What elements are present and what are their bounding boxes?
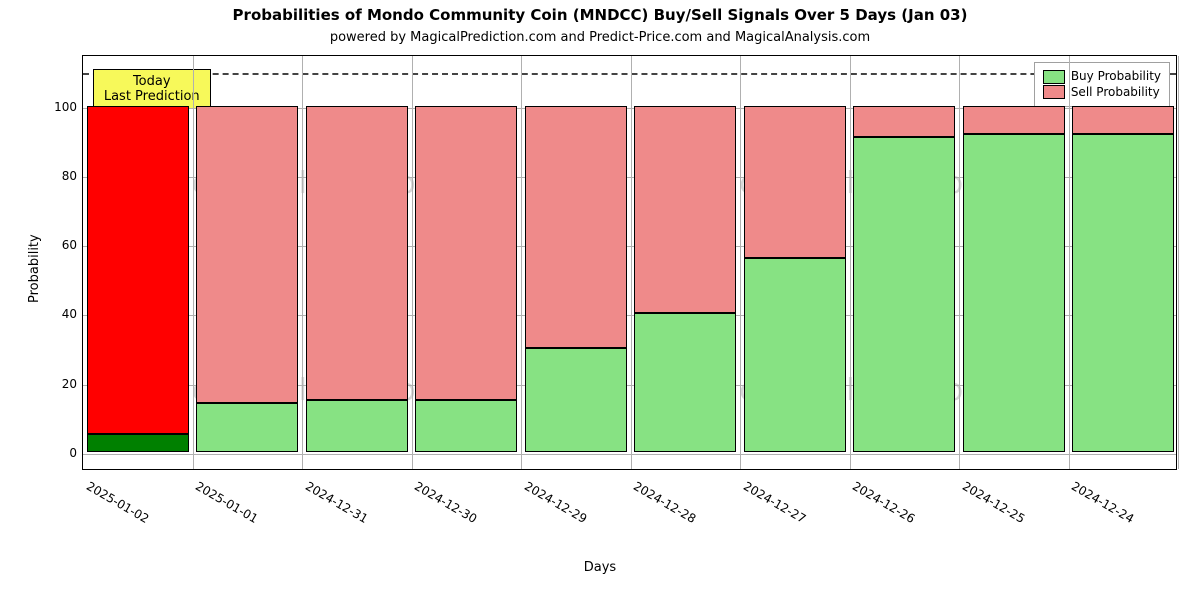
bar-buy (196, 403, 298, 451)
x-tick-label: 2024-12-30 (412, 479, 479, 526)
y-tick-label: 80 (62, 169, 83, 183)
bar-sell (1072, 106, 1174, 134)
gridline-vertical (959, 56, 960, 469)
plot-area: MagicalAnalysis.com MagicalAnalysis.com … (82, 55, 1177, 470)
legend-label-sell: Sell Probability (1071, 85, 1160, 101)
y-tick-label: 40 (62, 307, 83, 321)
x-tick-label: 2024-12-27 (741, 479, 808, 526)
bar-sell (196, 106, 298, 403)
reference-line (83, 73, 1176, 75)
bar-buy (306, 400, 408, 452)
chart-subtitle: powered by MagicalPrediction.com and Pre… (0, 30, 1200, 45)
x-tick-label: 2024-12-25 (960, 479, 1027, 526)
gridline-vertical (1178, 56, 1179, 469)
x-tick-label: 2024-12-26 (850, 479, 917, 526)
x-axis-label: Days (0, 560, 1200, 575)
bar-buy (1072, 134, 1174, 452)
bar-sell (963, 106, 1065, 134)
bar-sell (525, 106, 627, 348)
y-tick-label: 0 (69, 446, 83, 460)
x-tick-label: 2024-12-29 (522, 479, 589, 526)
chart-title: Probabilities of Mondo Community Coin (M… (0, 6, 1200, 24)
legend-row-buy: Buy Probability (1043, 69, 1161, 85)
bar-sell (306, 106, 408, 400)
gridline-vertical (631, 56, 632, 469)
x-tick-label: 2024-12-24 (1069, 479, 1136, 526)
bar-sell (744, 106, 846, 258)
y-tick-label: 20 (62, 377, 83, 391)
annotation-line1: Today (104, 74, 200, 89)
gridline-vertical (850, 56, 851, 469)
legend-label-buy: Buy Probability (1071, 69, 1161, 85)
x-tick-label: 2024-12-31 (303, 479, 370, 526)
y-tick-label: 60 (62, 238, 83, 252)
bar-buy (963, 134, 1065, 452)
legend-swatch-sell (1043, 85, 1065, 99)
bar-buy (634, 313, 736, 451)
gridline-horizontal (83, 454, 1176, 455)
bar-buy (525, 348, 627, 452)
annotation-line2: Last Prediction (104, 89, 200, 104)
bar-sell (87, 106, 189, 435)
bar-buy (744, 258, 846, 452)
bar-buy (87, 434, 189, 451)
bar-sell (853, 106, 955, 137)
bar-sell (634, 106, 736, 314)
legend: Buy Probability Sell Probability (1034, 62, 1170, 107)
gridline-vertical (412, 56, 413, 469)
x-tick-label: 2025-01-02 (84, 479, 151, 526)
x-tick-label: 2024-12-28 (631, 479, 698, 526)
bar-buy (853, 137, 955, 452)
bar-buy (415, 400, 517, 452)
y-axis-label: Probability (27, 234, 42, 303)
bar-sell (415, 106, 517, 400)
legend-swatch-buy (1043, 70, 1065, 84)
x-tick-label: 2025-01-01 (193, 479, 260, 526)
gridline-vertical (521, 56, 522, 469)
gridline-vertical (1069, 56, 1070, 469)
gridline-vertical (740, 56, 741, 469)
y-tick-label: 100 (54, 100, 83, 114)
gridline-vertical (302, 56, 303, 469)
chart-container: Probabilities of Mondo Community Coin (M… (0, 0, 1200, 600)
gridline-vertical (193, 56, 194, 469)
legend-row-sell: Sell Probability (1043, 85, 1161, 101)
